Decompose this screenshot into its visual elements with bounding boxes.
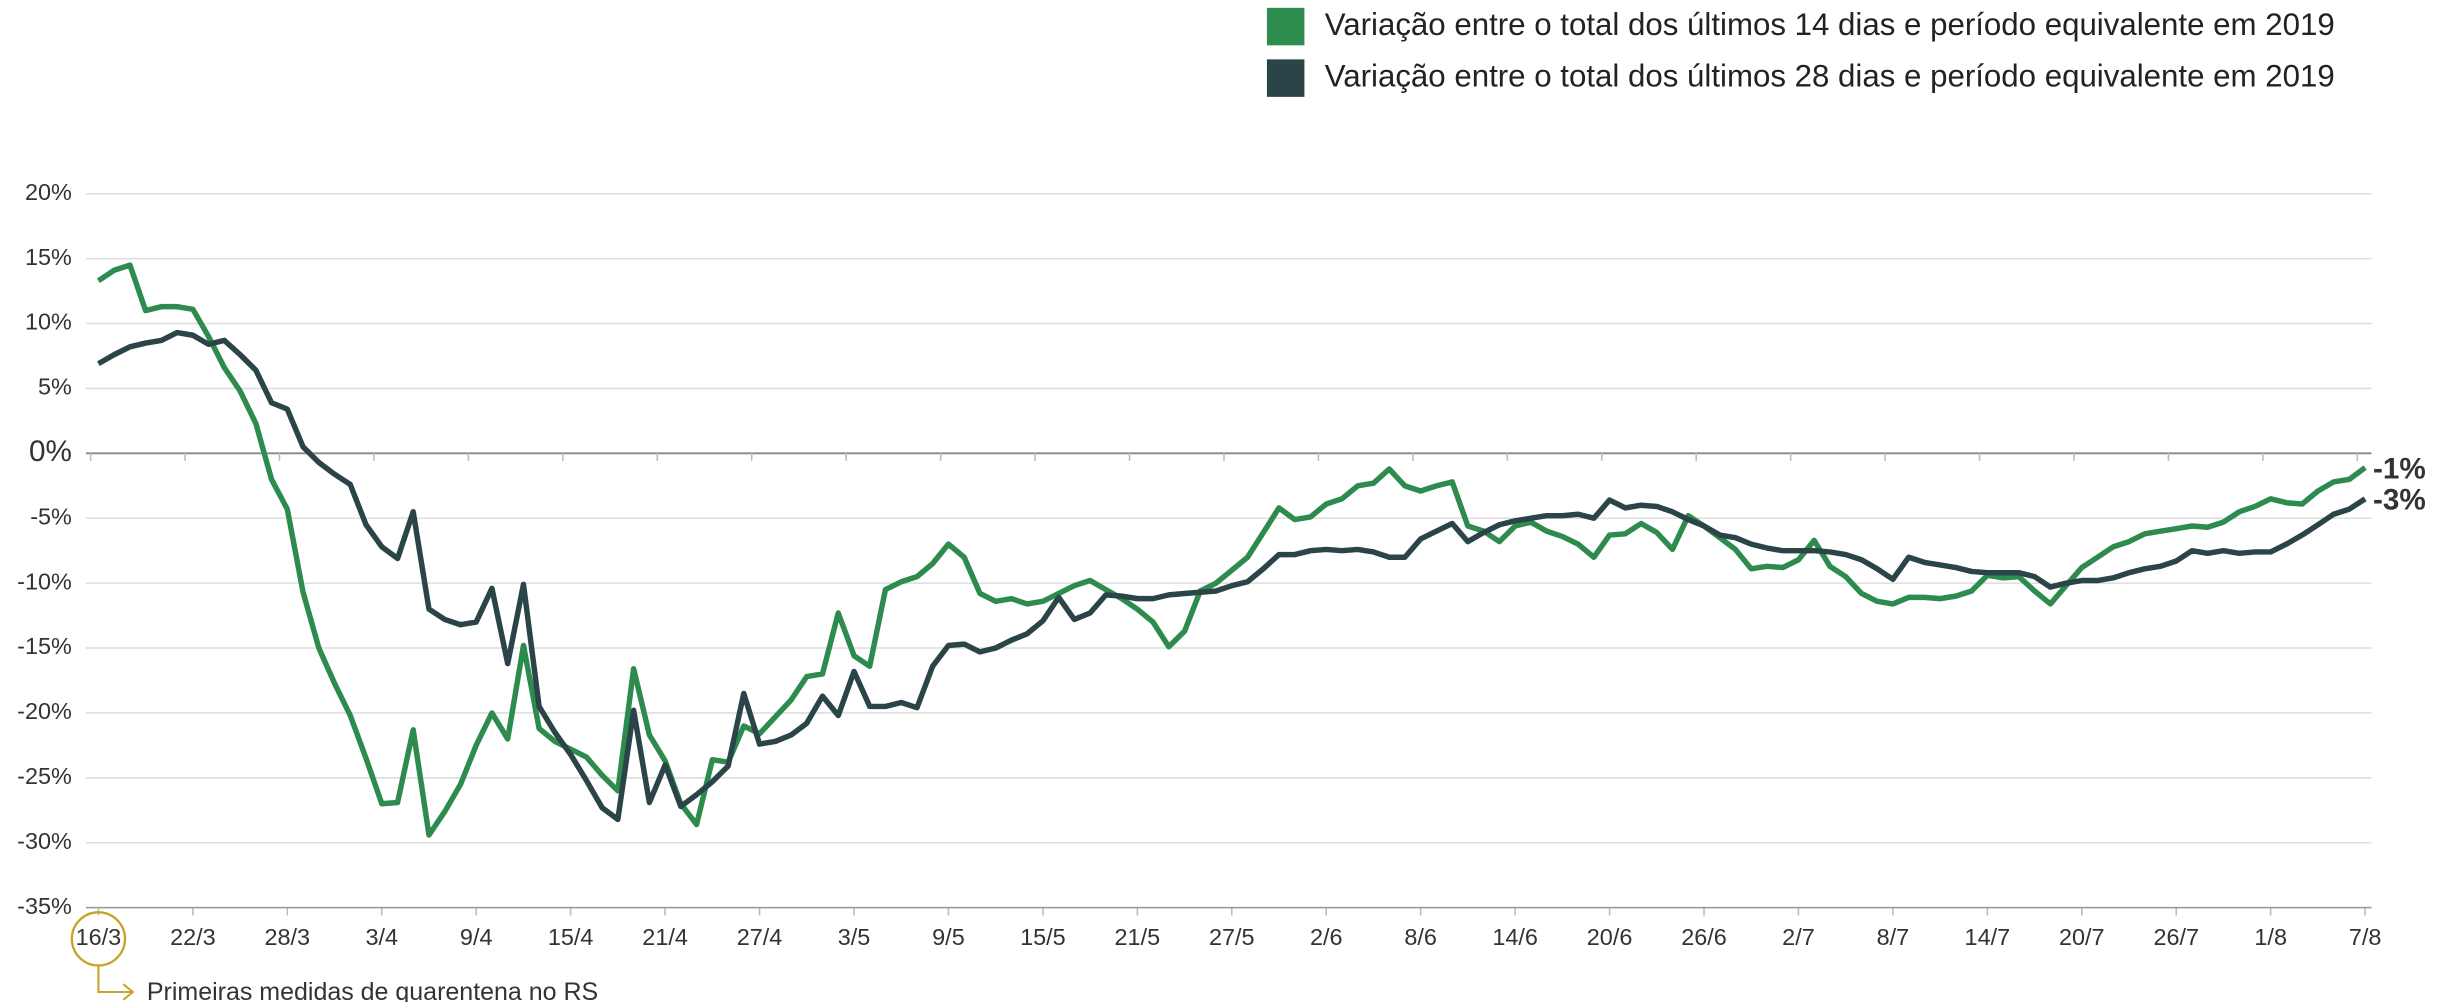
legend-label: Variação entre o total dos últimos 14 di… [1325, 7, 2335, 42]
x-tick-label: 3/5 [838, 924, 871, 950]
legend-label: Variação entre o total dos últimos 28 di… [1325, 58, 2335, 93]
y-tick-label: -25% [17, 763, 72, 789]
y-tick-label: 5% [38, 374, 72, 400]
y-tick-label: 0% [29, 435, 72, 468]
y-tick-label: 20% [25, 179, 72, 205]
series-line [96, 262, 2367, 838]
x-tick-label: 2/7 [1782, 924, 1815, 950]
y-tick-label: -10% [17, 568, 72, 594]
x-tick-label: 14/7 [1965, 924, 2011, 950]
x-tick-label: 22/3 [170, 924, 216, 950]
y-tick-label: -20% [17, 698, 72, 724]
y-tick-label: -30% [17, 828, 72, 854]
x-tick-label: 20/7 [2059, 924, 2105, 950]
y-tick-label: -35% [17, 893, 72, 919]
x-tick-label: 8/7 [1877, 924, 1910, 950]
y-tick-label: 15% [25, 244, 72, 270]
x-tick-label: 28/3 [265, 924, 311, 950]
x-tick-label: 1/8 [2254, 924, 2287, 950]
series-line [97, 329, 2367, 823]
x-tick-label: 21/4 [642, 924, 688, 950]
annotation-text: Primeiras medidas de quarentena no RS [147, 978, 598, 1002]
x-tick-label: 27/4 [737, 924, 783, 950]
x-tick-label: 7/8 [2349, 924, 2382, 950]
x-tick-label: 16/3 [76, 924, 122, 950]
y-tick-label: 10% [25, 309, 72, 335]
x-tick-label: 20/6 [1587, 924, 1633, 950]
x-tick-label: 3/4 [365, 924, 398, 950]
x-tick-label: 26/7 [2153, 924, 2199, 950]
y-tick-label: -5% [30, 503, 72, 529]
x-tick-label: 26/6 [1681, 924, 1727, 950]
annotation-arrow [97, 965, 135, 1001]
x-tick-label: 21/5 [1115, 924, 1161, 950]
x-tick-label: 27/5 [1209, 924, 1255, 950]
x-tick-label: 15/5 [1020, 924, 1066, 950]
x-tick-label: 9/5 [932, 924, 965, 950]
legend-swatch [1266, 7, 1305, 46]
y-tick-label: -15% [17, 633, 72, 659]
x-tick-label: 9/4 [460, 924, 493, 950]
end-label: -3% [2373, 484, 2426, 517]
x-tick-label: 14/6 [1492, 924, 1538, 950]
end-label: -1% [2373, 453, 2426, 486]
x-tick-label: 15/4 [548, 924, 594, 950]
legend-swatch [1266, 59, 1305, 97]
x-tick-label: 2/6 [1310, 924, 1343, 950]
x-tick-label: 8/6 [1404, 924, 1437, 950]
